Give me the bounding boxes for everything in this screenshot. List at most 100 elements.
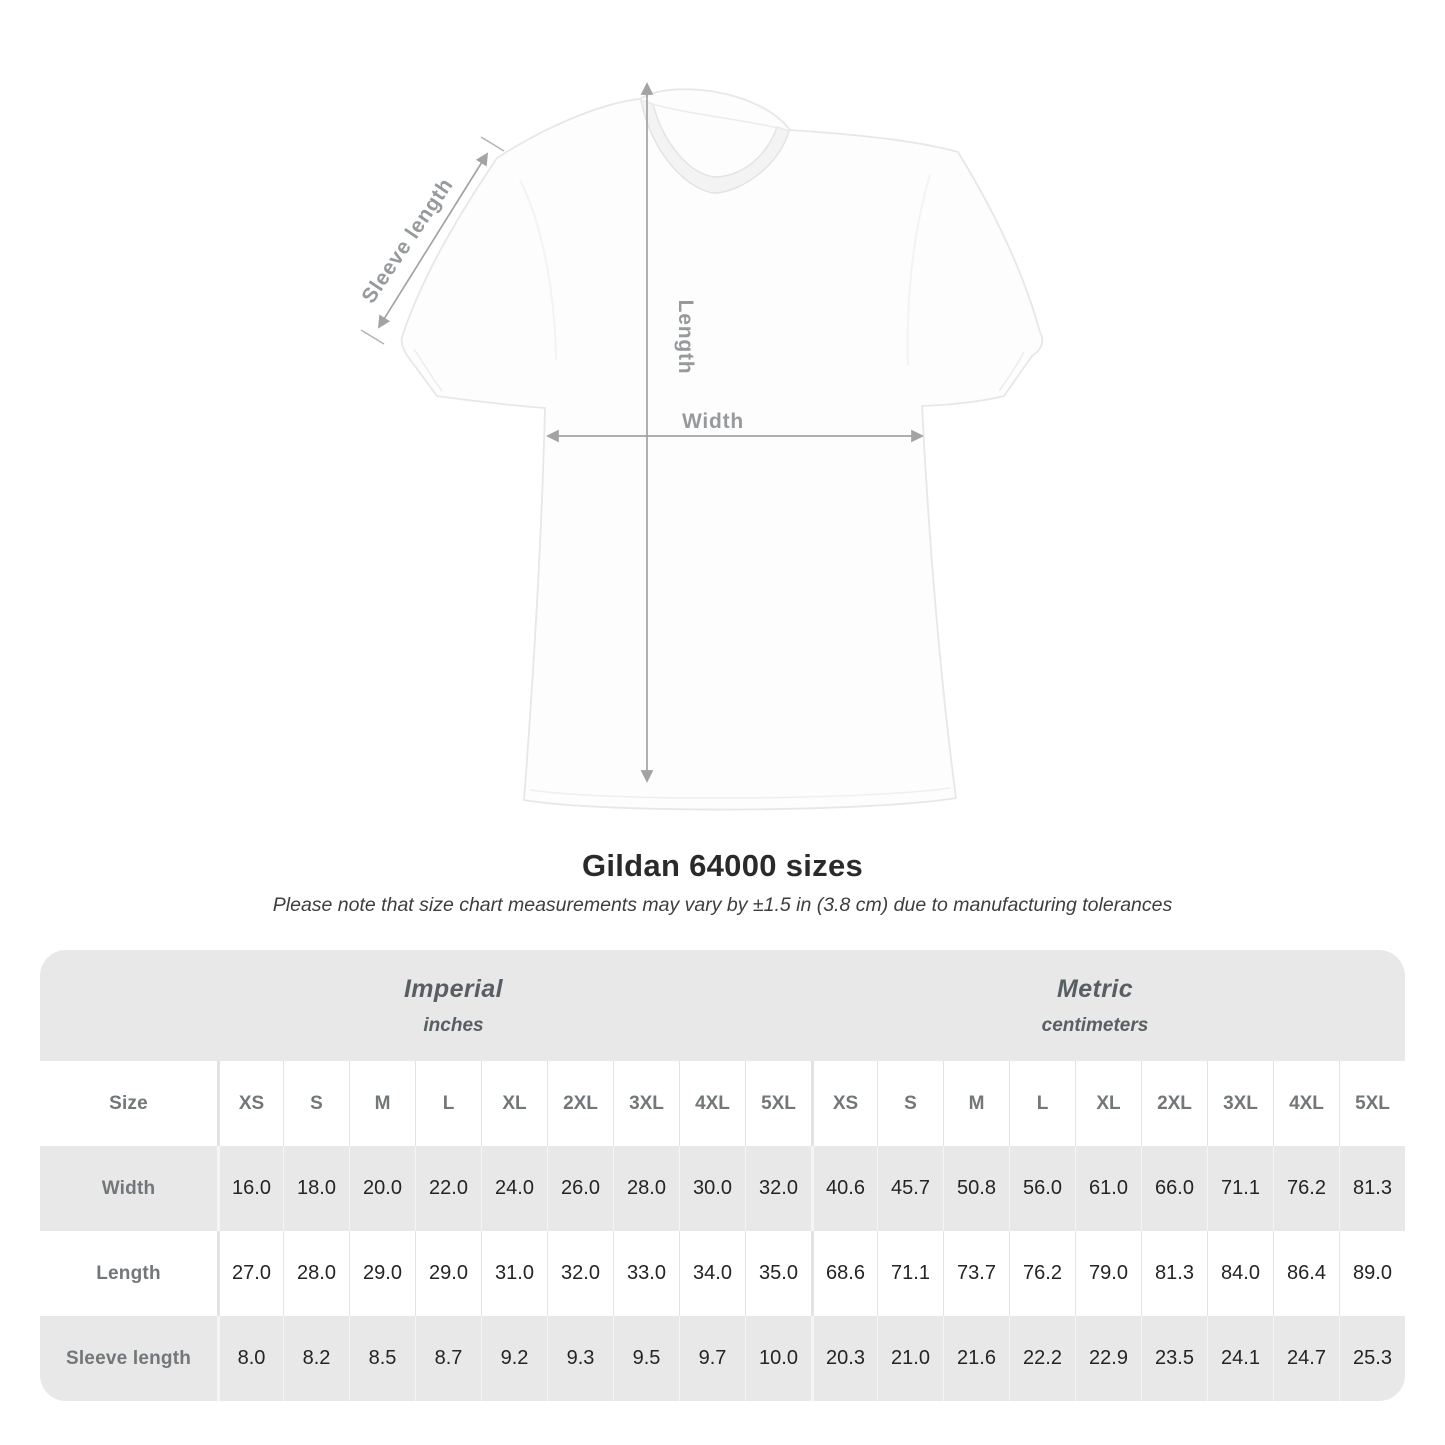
- measurement-value: 24.0: [481, 1146, 547, 1231]
- measurement-value: 81.3: [1339, 1146, 1405, 1231]
- tshirt-left-cuff-seam: [413, 348, 443, 392]
- tshirt-hem-seam: [529, 787, 951, 799]
- measurement-value: 29.0: [415, 1231, 481, 1316]
- measurement-value: 24.1: [1207, 1316, 1273, 1401]
- measurement-value: 33.0: [613, 1231, 679, 1316]
- length-label: Length: [674, 299, 697, 375]
- page-title: Gildan 64000 sizes: [581, 848, 864, 883]
- sleeve-dimension-line: [377, 152, 489, 329]
- unit-group-subtitle: inches: [423, 1014, 484, 1036]
- measurement-value: 30.0: [679, 1146, 745, 1231]
- tolerance-note: Please note that size chart measurements…: [272, 894, 1173, 916]
- measurement-value: 8.7: [415, 1316, 481, 1401]
- size-column-header: XL: [1075, 1061, 1141, 1146]
- measurement-value: 9.3: [547, 1316, 613, 1401]
- tshirt-right-cuff-seam: [998, 351, 1025, 392]
- measurement-value: 73.7: [943, 1231, 1009, 1316]
- size-column-header: 4XL: [1273, 1061, 1339, 1146]
- measurement-value: 71.1: [877, 1231, 943, 1316]
- size-column-header: 2XL: [547, 1061, 613, 1146]
- sleeve-dimension-tick-upper: [480, 136, 505, 152]
- measurement-value: 35.0: [745, 1231, 811, 1316]
- measurement-value: 32.0: [547, 1231, 613, 1316]
- measurement-value: 89.0: [1339, 1231, 1405, 1316]
- measurement-value: 22.2: [1009, 1316, 1075, 1401]
- size-column-header: S: [283, 1061, 349, 1146]
- measurement-value: 27.0: [217, 1231, 283, 1316]
- measurement-value: 9.5: [613, 1316, 679, 1401]
- measurement-value: 22.9: [1075, 1316, 1141, 1401]
- measurement-value: 40.6: [811, 1146, 877, 1231]
- size-column-header: 2XL: [1141, 1061, 1207, 1146]
- measurement-value: 20.0: [349, 1146, 415, 1231]
- measurement-value: 34.0: [679, 1231, 745, 1316]
- measurement-value: 23.5: [1141, 1316, 1207, 1401]
- measurement-value: 61.0: [1075, 1146, 1141, 1231]
- size-column-header: S: [877, 1061, 943, 1146]
- table-row: Length 27.0 28.0 29.0 29.0 31.0 32.0 33.0 34.0 35…: [40, 1231, 1405, 1316]
- size-column-header: XS: [811, 1061, 877, 1146]
- measurement-value: 8.5: [349, 1316, 415, 1401]
- unit-group-title: Imperial: [403, 974, 504, 1003]
- size-column-header: 5XL: [1339, 1061, 1405, 1146]
- measurement-value: 28.0: [613, 1146, 679, 1231]
- tshirt-back-collar-seam: [640, 99, 790, 132]
- table-row: Width 16.0 18.0 20.0 22.0 24.0 26.0 28.0 30.0 32.…: [40, 1146, 1405, 1231]
- measurement-value: 8.0: [217, 1316, 283, 1401]
- measurement-value: 56.0: [1009, 1146, 1075, 1231]
- measurement-value: 21.6: [943, 1316, 1009, 1401]
- unit-group-title: Metric: [1056, 974, 1134, 1003]
- size-row-header: Size: [40, 1061, 217, 1146]
- measurement-value: 76.2: [1273, 1146, 1339, 1231]
- measurement-value: 24.7: [1273, 1316, 1339, 1401]
- measurement-value: 66.0: [1141, 1146, 1207, 1231]
- measurement-value: 10.0: [745, 1316, 811, 1401]
- measurement-value: 18.0: [283, 1146, 349, 1231]
- unit-group-header-imperial: Imperial inches: [40, 950, 811, 1061]
- tshirt-right-shoulder-fold: [906, 174, 931, 366]
- measurement-value: 8.2: [283, 1316, 349, 1401]
- measurement-value: 20.3: [811, 1316, 877, 1401]
- size-column-header: L: [415, 1061, 481, 1146]
- measurement-value: 50.8: [943, 1146, 1009, 1231]
- size-column-header: 3XL: [1207, 1061, 1273, 1146]
- measurement-value: 71.1: [1207, 1146, 1273, 1231]
- sleeve-dimension-tick-lower: [360, 329, 385, 345]
- size-column-header: 3XL: [613, 1061, 679, 1146]
- measurement-value: 76.2: [1009, 1231, 1075, 1316]
- measurement-value: 9.2: [481, 1316, 547, 1401]
- measurement-row-label: Width: [40, 1146, 217, 1231]
- size-chart-table: Imperial inches Metric centimeters Size XS S M L…: [40, 950, 1405, 1401]
- size-chart-card: Imperial inches Metric centimeters Size XS S M L…: [40, 950, 1405, 1401]
- size-column-header: M: [943, 1061, 1009, 1146]
- measurement-value: 26.0: [547, 1146, 613, 1231]
- measurement-value: 32.0: [745, 1146, 811, 1231]
- measurement-value: 31.0: [481, 1231, 547, 1316]
- measurement-value: 86.4: [1273, 1231, 1339, 1316]
- tshirt-body: [400, 88, 1044, 811]
- unit-group-subtitle: centimeters: [1041, 1014, 1149, 1036]
- measurement-row-label: Length: [40, 1231, 217, 1316]
- measurement-value: 28.0: [283, 1231, 349, 1316]
- measurement-value: 68.6: [811, 1231, 877, 1316]
- size-column-header: 4XL: [679, 1061, 745, 1146]
- measurement-row-label: Sleeve length: [40, 1316, 217, 1401]
- table-row: Sleeve length 8.0 8.2 8.5 8.7 9.2 9.3 9.5 9.7 10.…: [40, 1316, 1405, 1401]
- measurement-value: 22.0: [415, 1146, 481, 1231]
- unit-group-header-metric: Metric centimeters: [811, 950, 1405, 1061]
- size-column-header: 5XL: [745, 1061, 811, 1146]
- width-label: Width: [681, 410, 745, 433]
- tshirt-left-shoulder-fold: [519, 179, 557, 361]
- size-column-header: XS: [217, 1061, 283, 1146]
- size-column-header: M: [349, 1061, 415, 1146]
- measurement-value: 84.0: [1207, 1231, 1273, 1316]
- measurement-value: 45.7: [877, 1146, 943, 1231]
- measurement-value: 21.0: [877, 1316, 943, 1401]
- tshirt-measurement-diagram: [360, 82, 1044, 811]
- size-column-header: L: [1009, 1061, 1075, 1146]
- measurement-value: 29.0: [349, 1231, 415, 1316]
- measurement-value: 9.7: [679, 1316, 745, 1401]
- measurement-value: 81.3: [1141, 1231, 1207, 1316]
- size-column-header: XL: [481, 1061, 547, 1146]
